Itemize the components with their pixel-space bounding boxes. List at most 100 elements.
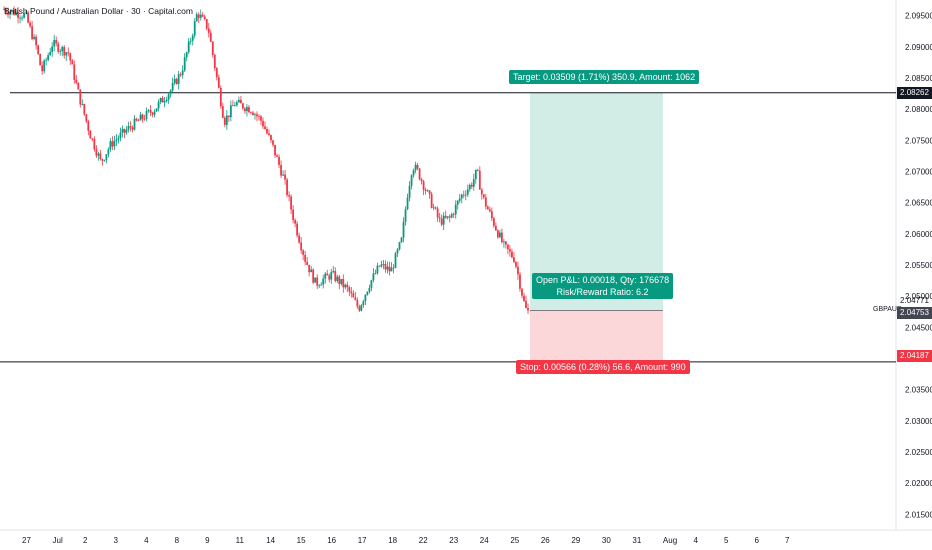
candle-body: [378, 265, 381, 267]
candle-body: [354, 297, 357, 300]
price-tick-label: 2.08000: [905, 105, 932, 114]
candle-body: [266, 129, 268, 134]
stop-label[interactable]: Stop: 0.00566 (0.28%) 56.6, Amount: 990: [516, 359, 690, 374]
candle-body: [446, 216, 449, 218]
candle-body: [215, 68, 218, 78]
candle-body: [464, 194, 467, 196]
candle-body: [143, 118, 146, 120]
candle-body: [195, 14, 198, 22]
candle-body: [358, 306, 361, 311]
candle-body: [127, 126, 130, 130]
time-tick-label: 11: [236, 536, 245, 545]
candle-body: [121, 128, 124, 133]
entry-price-label: 2.04771: [900, 296, 929, 306]
candle-body: [7, 12, 9, 15]
time-tick-label: 9: [205, 536, 210, 545]
candle-body: [145, 110, 148, 119]
price-tick-label: 2.03500: [905, 386, 932, 395]
candle-body: [527, 308, 529, 311]
stop-zone[interactable]: [530, 310, 663, 362]
candle-body: [191, 35, 194, 41]
candle-body: [270, 135, 272, 141]
candle-body: [17, 12, 19, 18]
candle-body: [424, 189, 427, 191]
candle-body: [498, 232, 501, 238]
candle-body: [15, 12, 17, 15]
candle-body: [137, 120, 140, 122]
open-pnl-label[interactable]: Open P&L: 0.00018, Qty: 176678 Risk/Rewa…: [532, 273, 674, 300]
candle-body: [348, 287, 351, 292]
time-tick-label: Jul: [53, 536, 63, 545]
candle-body: [324, 273, 327, 279]
candle-body: [258, 116, 260, 117]
last-price-label: 2.04753: [897, 306, 932, 319]
candle-body: [189, 40, 192, 42]
candle-body: [474, 169, 477, 180]
candle-body: [494, 225, 497, 231]
candle-body: [250, 112, 252, 114]
candle-body: [177, 74, 180, 85]
price-tick-label: 2.08500: [905, 74, 932, 83]
candle-body: [456, 200, 459, 205]
time-tick-label: 6: [754, 536, 759, 545]
candle-body: [434, 207, 437, 209]
candle-body: [95, 149, 98, 156]
candle-body: [69, 53, 72, 61]
candle-body: [470, 184, 473, 187]
candle-body: [197, 14, 200, 18]
candle-body: [320, 284, 323, 286]
candle-body: [410, 175, 413, 186]
candle-body: [440, 218, 443, 225]
candle-body: [340, 279, 343, 285]
candle-body: [171, 83, 174, 91]
candle-body: [254, 114, 256, 116]
candle-body: [362, 301, 365, 306]
candle-body: [402, 221, 405, 238]
candle-body: [139, 114, 142, 121]
price-tick-label: 2.04500: [905, 323, 932, 332]
candle-body: [9, 11, 11, 15]
candle-body: [496, 230, 499, 238]
candle-body: [233, 105, 236, 107]
candle-body: [356, 299, 359, 307]
candle-body: [157, 101, 160, 109]
candle-body: [318, 285, 321, 287]
candlestick-series: [3, 6, 529, 314]
candle-body: [37, 45, 40, 54]
candle-body: [505, 241, 507, 245]
candle-body: [260, 116, 262, 121]
stop-price-label: 2.04187: [897, 349, 932, 362]
candle-body: [396, 249, 399, 254]
chart-title: British Pound / Australian Dollar · 30 ·…: [4, 6, 193, 16]
time-tick-label: 3: [114, 536, 119, 545]
candle-body: [135, 118, 138, 121]
candle-body: [57, 43, 60, 52]
time-tick-label: 24: [480, 536, 489, 545]
candle-body: [33, 36, 36, 39]
candle-body: [97, 153, 100, 156]
candle-body: [406, 197, 409, 210]
candle-body: [45, 59, 48, 61]
candle-body: [262, 120, 264, 127]
candle-body: [133, 118, 136, 130]
candle-body: [256, 114, 258, 117]
candle-body: [23, 13, 25, 18]
candle-body: [296, 223, 299, 236]
candle-body: [75, 79, 78, 84]
candle-body: [368, 287, 371, 292]
candle-body: [422, 181, 425, 190]
candle-body: [517, 266, 519, 275]
candle-body: [61, 46, 64, 52]
candle-body: [19, 17, 21, 19]
candle-body: [408, 185, 411, 198]
candle-body: [306, 261, 309, 265]
price-tick-label: 2.03000: [905, 417, 932, 426]
price-tick-label: 2.06000: [905, 230, 932, 239]
candle-body: [229, 105, 232, 118]
candle-body: [77, 83, 80, 90]
target-label[interactable]: Target: 0.03509 (1.71%) 350.9, Amount: 1…: [509, 69, 700, 84]
candle-body: [372, 273, 375, 281]
candle-body: [181, 70, 184, 76]
candle-body: [376, 265, 379, 274]
